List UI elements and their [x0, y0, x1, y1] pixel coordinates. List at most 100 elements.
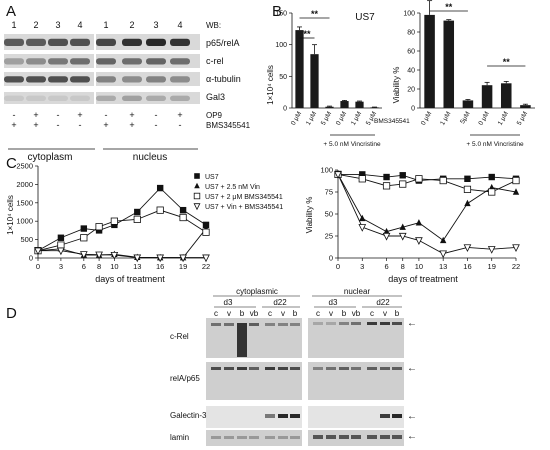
y-tick-label: 100	[403, 11, 415, 18]
bar	[355, 101, 364, 108]
band	[265, 414, 275, 418]
band	[224, 436, 234, 439]
marker-open-square	[110, 217, 118, 225]
x-tick-label: 3	[59, 262, 63, 271]
timepoint-label: d22	[273, 298, 287, 307]
category-label: 0 μM	[477, 111, 490, 127]
treatment-mark: -	[105, 110, 108, 120]
panel-c-label: C	[6, 155, 17, 172]
category-label: 5 μM	[516, 111, 529, 127]
marker-square	[194, 173, 200, 179]
marker-open-square	[133, 215, 141, 223]
lane-letter: b	[395, 309, 400, 318]
marker-open-triangle	[382, 232, 391, 241]
marker-open-square	[179, 213, 187, 222]
treatment-mark: +	[11, 120, 16, 130]
western-blots	[4, 34, 200, 104]
marker-open-square	[193, 192, 201, 200]
y-tick-label: 0	[329, 254, 333, 263]
blot-band	[146, 76, 166, 83]
x-tick-label: 19	[488, 262, 496, 271]
blot-label-d-0: c-Rel	[170, 332, 189, 341]
blot-band	[4, 95, 24, 101]
lane-letter: vb	[250, 309, 259, 318]
marker-open-square	[80, 234, 88, 242]
x-tick-label: 0	[336, 262, 340, 271]
x-tick-label: 13	[133, 262, 141, 271]
marker-triangle	[399, 223, 406, 230]
category-label: 0 μM	[420, 111, 433, 127]
y-tick-label: 2000	[16, 180, 33, 189]
series-line	[337, 174, 517, 255]
panel-a-label: A	[6, 3, 16, 20]
lane-letter: c	[370, 309, 374, 318]
treatment-mark: +	[129, 120, 134, 130]
band	[278, 414, 288, 418]
lane-letter: b	[293, 309, 298, 318]
lane-letter: b	[240, 309, 245, 318]
lane-number: 3	[153, 20, 158, 30]
band	[278, 323, 288, 326]
category-label: 1 μM	[350, 111, 363, 127]
blot-band	[170, 58, 190, 65]
lane-number: 2	[33, 20, 38, 30]
treatment-mark: -	[57, 120, 60, 130]
treatment-rows: - + - + - + - + OP9+ + - - + + - - BMS345541	[11, 110, 250, 130]
y-tick-label: 100	[275, 42, 287, 49]
bar	[520, 105, 531, 108]
lane-numbers: 1 2 3 4 1 2 3 4	[11, 20, 182, 30]
y-tick-label: 75	[325, 188, 333, 197]
band	[380, 367, 390, 370]
band	[265, 323, 275, 326]
lane-number: 2	[129, 20, 134, 30]
marker-open-square	[358, 175, 366, 183]
category-label: 0 μM	[335, 111, 348, 127]
treatment-mark: -	[155, 110, 158, 120]
marker-open-triangle	[179, 254, 187, 263]
marker-open-triangle	[512, 244, 520, 253]
marker-square	[111, 221, 118, 229]
x-axis-label-right: days of treatment	[388, 274, 458, 284]
band	[290, 367, 300, 370]
band	[392, 414, 402, 418]
marker-open-triangle	[439, 250, 448, 259]
y-tick-label: 100	[320, 166, 333, 175]
blot-label-d-1: relA/p65	[170, 374, 200, 383]
marker-square	[80, 225, 88, 232]
marker-triangle	[359, 214, 366, 222]
x-tick-label: 16	[463, 262, 471, 271]
marker-square	[464, 175, 471, 182]
lane-letter: c	[268, 309, 272, 318]
band	[290, 414, 300, 418]
marker-open-square	[439, 176, 447, 185]
chart-title: US7	[355, 12, 375, 23]
legend-entry-3: US7 + Vin + BMS345541	[205, 204, 283, 211]
band	[326, 435, 336, 439]
panel-d-label: D	[6, 305, 17, 322]
group-cytoplasmic: cytoplasmic	[236, 287, 278, 296]
treatment-mark: -	[79, 120, 82, 130]
band	[249, 367, 259, 370]
marker-open-triangle	[358, 224, 367, 232]
y-tick-label: 40	[407, 68, 415, 75]
y-tick-label: 0	[411, 106, 415, 113]
treatment-mark: -	[155, 120, 158, 130]
smear	[237, 323, 247, 357]
blot-band	[96, 58, 116, 65]
treatment-name: BMS345541	[206, 121, 251, 130]
band	[351, 435, 361, 439]
lane-letter: v	[227, 309, 231, 318]
d-blots: c-Rel ← relA/p65 ← Galectin-3 ← lamin ←	[170, 318, 417, 446]
blot-band	[70, 58, 90, 65]
bar	[443, 20, 455, 109]
x-axis-label-left: days of treatment	[95, 274, 165, 284]
blot-band	[122, 58, 142, 65]
significance-mark: **	[303, 29, 311, 39]
band	[351, 367, 361, 370]
viability-line-chart: 0 25 50 75 100 0 3 6 8 10 13 16 19 22	[320, 166, 520, 272]
lane-letter: vb	[352, 309, 361, 318]
x-tick-label: 8	[401, 262, 405, 271]
